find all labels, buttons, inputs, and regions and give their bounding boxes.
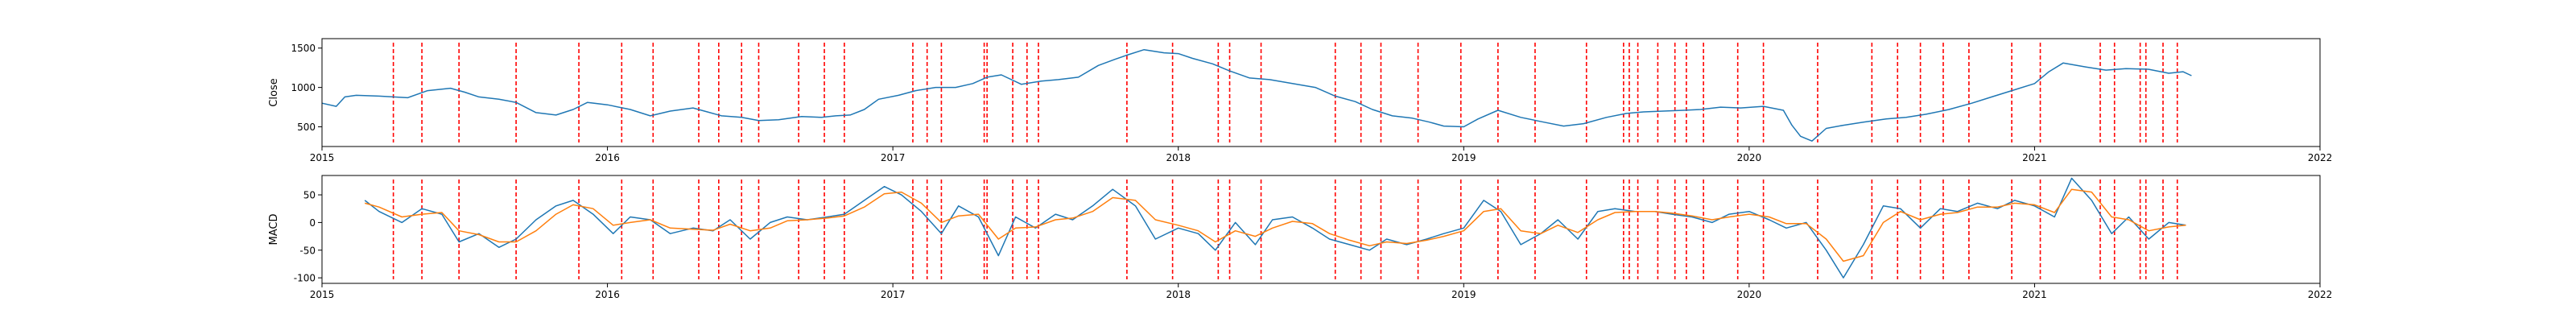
x-tick-label: 2018 (1166, 289, 1191, 300)
x-tick-label: 2017 (881, 289, 906, 300)
y-tick-label: 500 (297, 122, 316, 133)
macd-panel: 500-50-100 2015 2016 2017 2018 2019 2020 2021 2… (268, 175, 2332, 300)
y-tick-label: 1500 (291, 43, 316, 54)
macd-signal-markers (392, 180, 2178, 279)
x-tick-label: 2015 (310, 152, 335, 163)
x-tick-label: 2021 (2022, 152, 2047, 163)
macd-line (364, 177, 2186, 279)
x-tick-label: 2020 (1737, 289, 1762, 300)
y-tick-label: 1000 (291, 82, 316, 93)
y-tick-label: 50 (303, 190, 316, 201)
macd-signal-line (365, 188, 2186, 262)
macd-y-axis-label: MACD (268, 214, 280, 246)
x-tick-label: 2020 (1737, 152, 1762, 163)
y-tick-label: -100 (294, 273, 316, 284)
close-plot-frame (321, 38, 2321, 147)
close-signal-markers (392, 43, 2178, 142)
close-y-axis: 500 1000 1500 (291, 43, 322, 133)
close-panel: 500 1000 1500 2015 2016 2017 2018 2019 2020 2021… (268, 38, 2333, 163)
y-tick-label: 0 (309, 217, 316, 229)
macd-y-axis: 50 0 -50 -100 (294, 190, 322, 284)
macd-plot-frame (321, 175, 2321, 284)
x-tick-label: 2022 (2308, 152, 2333, 163)
x-tick-label: 2016 (595, 152, 620, 163)
x-tick-label: 2022 (2308, 289, 2333, 300)
close-price-line (321, 48, 2192, 142)
x-tick-label: 2019 (1451, 152, 1476, 163)
close-y-axis-label: Close (268, 78, 280, 106)
x-tick-label: 2015 (310, 289, 335, 300)
close-x-axis: 2015 2016 2017 2018 2019 2020 2021 2022 (310, 147, 2333, 163)
x-tick-label: 2017 (881, 152, 906, 163)
x-tick-label: 2021 (2022, 289, 2047, 300)
x-tick-label: 2018 (1166, 152, 1191, 163)
x-tick-label: 2016 (595, 289, 620, 300)
y-tick-label: -50 (299, 245, 316, 256)
macd-x-axis: 2015 2016 2017 2018 2019 2020 2021 2022 (310, 283, 2333, 300)
x-tick-label: 2019 (1451, 289, 1476, 300)
